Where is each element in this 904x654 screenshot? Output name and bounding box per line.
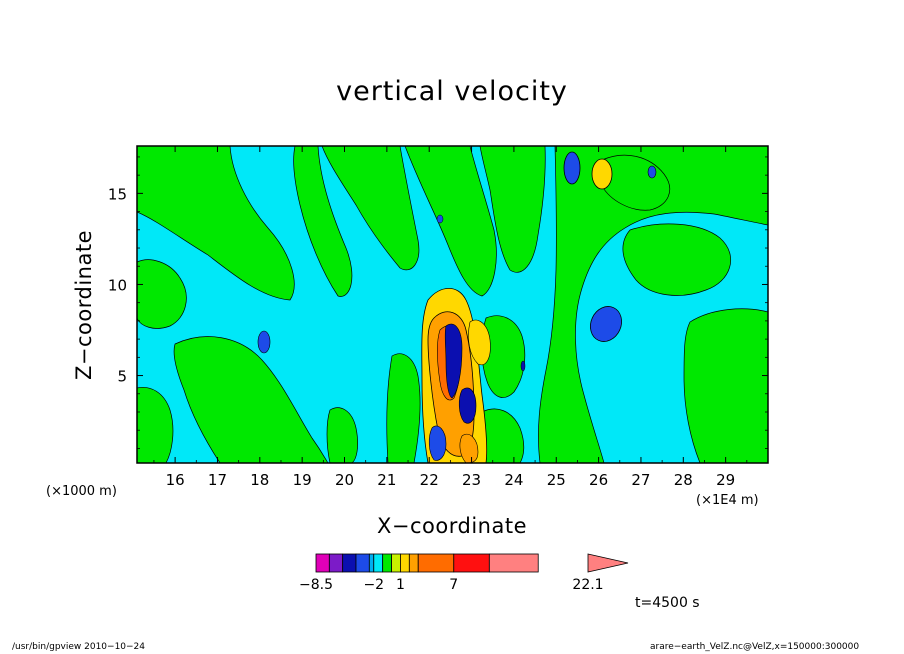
x-tick-label: 24 <box>504 471 523 489</box>
footer-left: /usr/bin/gpview 2010−10−24 <box>12 642 146 652</box>
colorbar-swatch <box>355 553 370 573</box>
x-tick-label: 29 <box>716 471 735 489</box>
colorbar-swatch <box>400 553 410 573</box>
colorbar-swatch <box>488 553 539 573</box>
colorbar-swatch <box>382 553 392 573</box>
colorbar-swatch <box>391 553 401 573</box>
y-tick-label: 5 <box>117 368 127 386</box>
colorbar-swatch <box>373 553 384 573</box>
x-tick-label: 17 <box>208 471 227 489</box>
colorbar-swatch <box>342 553 357 573</box>
cell-down-26 <box>590 306 622 342</box>
plot-frame <box>136 145 769 464</box>
time-label: t=4500 s <box>635 595 700 611</box>
x-tick-label: 18 <box>250 471 269 489</box>
x-scale-note: (×1000 m) <box>46 484 117 499</box>
colorbar-tick-label: 22.1 <box>572 577 604 593</box>
x-tick-label: 27 <box>631 471 650 489</box>
cell-up-26 <box>591 158 613 190</box>
green-region-10 <box>137 386 174 463</box>
y-scale-note: (×1E4 m) <box>696 493 759 508</box>
x-tick-label: 16 <box>166 471 185 489</box>
colorbar-tick-label: −2 <box>363 577 385 593</box>
x-tick-label: 26 <box>589 471 608 489</box>
colorbar-swatch <box>368 553 375 573</box>
colorbar-tick-label: 1 <box>395 577 405 593</box>
x-tick-label: 22 <box>420 471 439 489</box>
colorbar-swatch <box>408 553 419 573</box>
x-tick-label: 23 <box>462 471 481 489</box>
green-region-1 <box>293 146 353 297</box>
green-region-2 <box>321 146 420 271</box>
green-region-4 <box>479 146 546 273</box>
green-region-5 <box>538 146 768 463</box>
green-region-12 <box>386 353 421 463</box>
colorbar-swatch <box>453 553 490 573</box>
green-region-3 <box>404 146 497 297</box>
colorbar-swatch <box>328 553 344 573</box>
green-region-7 <box>622 223 731 296</box>
cell-thin <box>520 360 526 372</box>
colorbar-swatch <box>417 553 455 573</box>
footer-right: arare−earth_VelZ.nc@VelZ,x=150000:300000 <box>650 642 860 652</box>
core-lower-down <box>458 387 477 424</box>
colorbar-swatch <box>315 553 330 573</box>
green-region-9 <box>173 336 329 463</box>
colorbar <box>315 553 629 573</box>
core-base-down <box>428 425 447 461</box>
y-axis-label: Z−coordinate <box>72 230 96 380</box>
x-tick-label: 25 <box>547 471 566 489</box>
colorbar-extend-arrow <box>587 553 629 573</box>
core-side-yellow <box>468 319 491 366</box>
x-tick-label: 28 <box>674 471 693 489</box>
green-region-11 <box>326 407 358 463</box>
x-axis-label: X−coordinate <box>377 514 527 538</box>
colorbar-tick-label: −8.5 <box>299 577 333 593</box>
core-base-up <box>459 433 479 463</box>
cell-down-25 <box>563 151 581 185</box>
cell-down-18 <box>257 330 271 354</box>
green-region-0 <box>137 146 295 301</box>
core-downdraft <box>444 323 463 399</box>
cell-down-27 <box>647 165 657 179</box>
y-tick-label: 15 <box>108 185 127 203</box>
x-tick-label: 20 <box>335 471 354 489</box>
x-tick-label: 19 <box>293 471 312 489</box>
green-region-15 <box>683 308 768 463</box>
x-tick-label: 21 <box>377 471 396 489</box>
cell-small <box>436 214 444 224</box>
colorbar-tick-label: 7 <box>449 577 459 593</box>
y-tick-label: 10 <box>108 276 127 294</box>
green-region-8 <box>137 259 187 329</box>
chart-title: vertical velocity <box>336 76 568 107</box>
